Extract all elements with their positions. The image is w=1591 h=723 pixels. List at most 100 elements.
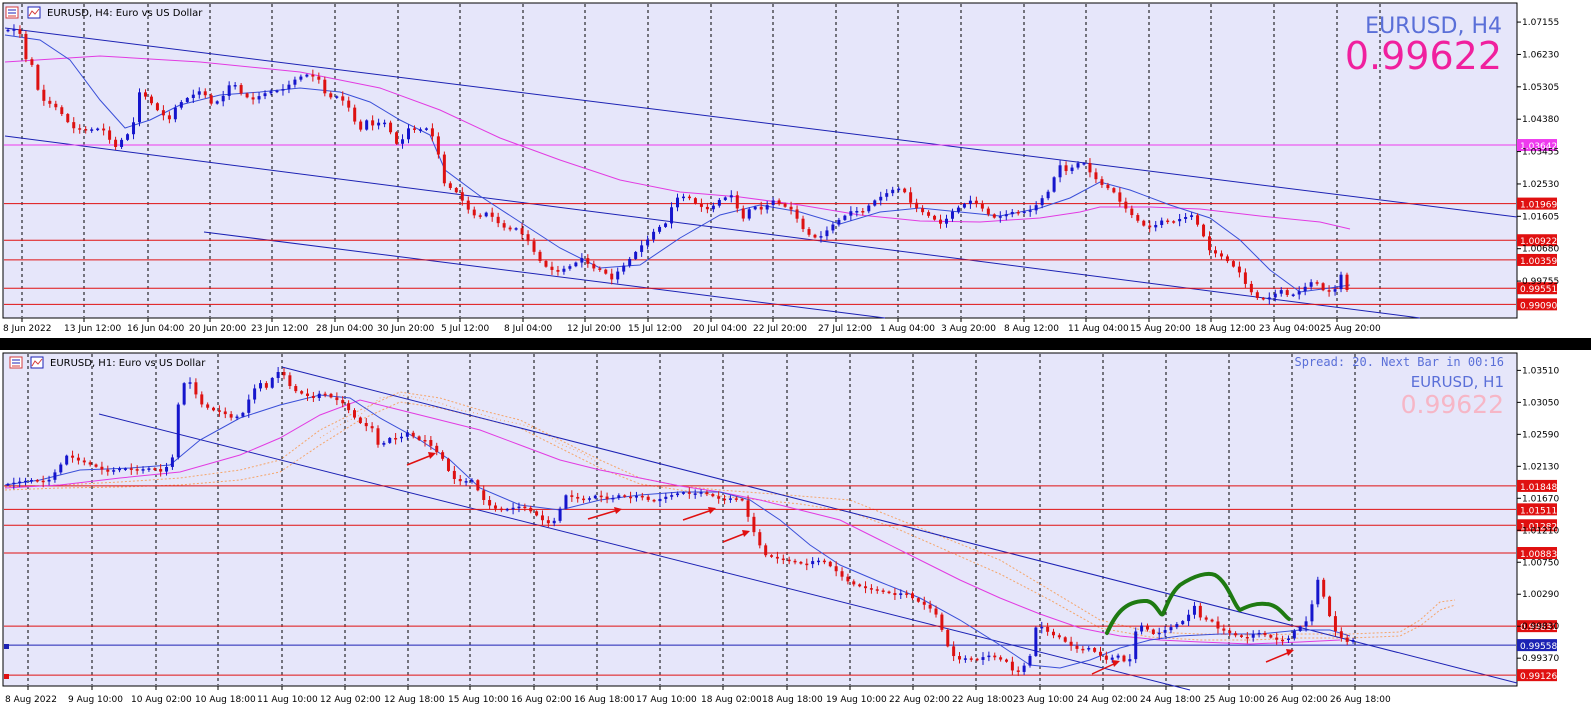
candle[interactable] (699, 489, 703, 497)
candle[interactable] (424, 127, 428, 131)
candle[interactable] (1273, 289, 1277, 302)
candle[interactable] (1198, 602, 1202, 621)
candle[interactable] (687, 194, 691, 201)
candle[interactable] (53, 469, 57, 483)
candle[interactable] (1339, 627, 1343, 642)
candle[interactable] (1291, 293, 1295, 297)
bottom-plot-area[interactable] (2, 352, 1518, 687)
candle[interactable] (253, 384, 257, 404)
candle[interactable] (1082, 162, 1086, 166)
candle[interactable] (1292, 628, 1296, 641)
candle[interactable] (364, 418, 368, 432)
candle[interactable] (998, 211, 1002, 223)
candle[interactable] (311, 391, 315, 402)
candle[interactable] (1104, 651, 1108, 664)
candle[interactable] (78, 124, 82, 134)
candle[interactable] (221, 90, 225, 107)
candle[interactable] (1239, 634, 1243, 638)
candle[interactable] (120, 137, 124, 149)
candle[interactable] (399, 432, 403, 443)
candle[interactable] (153, 467, 157, 471)
candle[interactable] (430, 123, 434, 142)
candle[interactable] (771, 197, 775, 209)
candle[interactable] (801, 215, 805, 233)
candle[interactable] (482, 485, 486, 505)
red-arrow-2[interactable] (587, 507, 622, 520)
candle[interactable] (622, 262, 626, 275)
candle[interactable] (1122, 654, 1126, 663)
candle[interactable] (759, 201, 763, 215)
candle[interactable] (76, 453, 80, 465)
candle[interactable] (200, 391, 204, 408)
candle[interactable] (1184, 213, 1188, 223)
candle[interactable] (1022, 210, 1026, 215)
candle[interactable] (6, 482, 10, 487)
top-channel-inner-line[interactable] (203, 231, 886, 319)
candle[interactable] (1269, 634, 1273, 639)
candle[interactable] (65, 454, 69, 466)
candle[interactable] (646, 235, 650, 250)
candle[interactable] (1064, 161, 1068, 176)
candle[interactable] (1058, 160, 1062, 183)
candle[interactable] (418, 127, 422, 133)
candle[interactable] (1124, 197, 1128, 213)
candle[interactable] (956, 205, 960, 214)
candle[interactable] (29, 478, 33, 484)
candle[interactable] (928, 600, 932, 613)
candle[interactable] (264, 381, 268, 390)
candle[interactable] (335, 95, 339, 99)
candle[interactable] (517, 502, 521, 513)
panel-separator[interactable] (0, 338, 1591, 350)
candle[interactable] (1267, 292, 1271, 305)
candle[interactable] (735, 191, 739, 213)
candle[interactable] (59, 462, 63, 475)
candle[interactable] (746, 495, 750, 522)
candle[interactable] (484, 211, 488, 218)
candle[interactable] (570, 490, 574, 502)
candle[interactable] (952, 641, 956, 662)
left-blue-marker[interactable] (4, 644, 9, 649)
candle[interactable] (676, 193, 679, 212)
candle[interactable] (552, 517, 556, 527)
candle[interactable] (652, 228, 656, 243)
candle[interactable] (969, 656, 973, 662)
candle[interactable] (66, 113, 70, 124)
candle[interactable] (352, 408, 356, 420)
candle[interactable] (945, 214, 948, 228)
candle[interactable] (173, 104, 177, 123)
candle[interactable] (1333, 611, 1337, 637)
candle[interactable] (1192, 601, 1196, 619)
candle[interactable] (323, 391, 327, 398)
candle[interactable] (975, 657, 979, 662)
candle[interactable] (1261, 296, 1265, 301)
candle[interactable] (526, 230, 530, 246)
candle[interactable] (849, 206, 853, 221)
candle[interactable] (1145, 623, 1149, 632)
candle[interactable] (257, 92, 261, 104)
candle[interactable] (574, 261, 578, 268)
candle[interactable] (916, 597, 920, 603)
candle[interactable] (1321, 282, 1325, 292)
bottom-price-axis[interactable]: 1.01848 1.01511 1.01282 1.00883 0.99831 0.995… (1517, 366, 1559, 682)
candle[interactable] (1081, 645, 1085, 654)
candle[interactable] (992, 213, 996, 219)
candle[interactable] (108, 126, 112, 144)
candle[interactable] (185, 97, 189, 104)
candle[interactable] (1016, 666, 1020, 676)
candle[interactable] (1010, 209, 1014, 218)
candle[interactable] (1245, 631, 1249, 644)
level-price-tag[interactable] (1517, 547, 1557, 560)
candle[interactable] (1322, 577, 1326, 599)
candle[interactable] (182, 382, 186, 406)
candle[interactable] (300, 390, 304, 395)
candle[interactable] (891, 186, 895, 197)
candle[interactable] (765, 201, 769, 214)
candle[interactable] (646, 494, 650, 502)
candle[interactable] (72, 117, 76, 134)
candle[interactable] (807, 227, 811, 237)
candle[interactable] (317, 72, 321, 84)
candle[interactable] (711, 493, 715, 498)
candle[interactable] (717, 491, 721, 504)
candle[interactable] (247, 394, 251, 418)
bottom-chart-panel-h1[interactable]: 1.01848 1.01511 1.01282 1.00883 0.99831 0.995… (0, 350, 1591, 719)
